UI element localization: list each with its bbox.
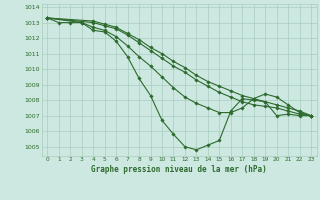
X-axis label: Graphe pression niveau de la mer (hPa): Graphe pression niveau de la mer (hPa) bbox=[91, 165, 267, 174]
